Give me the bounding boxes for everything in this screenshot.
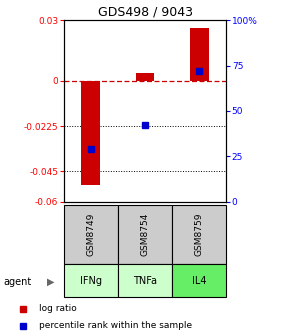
Text: GSM8759: GSM8759 bbox=[195, 213, 204, 256]
Bar bbox=[172, 264, 226, 297]
Text: IL4: IL4 bbox=[192, 276, 206, 286]
Text: ▶: ▶ bbox=[47, 277, 55, 287]
Bar bbox=[81, 81, 100, 185]
Text: percentile rank within the sample: percentile rank within the sample bbox=[39, 321, 192, 330]
Bar bbox=[190, 28, 209, 81]
Title: GDS498 / 9043: GDS498 / 9043 bbox=[97, 6, 193, 19]
Bar bbox=[118, 205, 172, 264]
Bar bbox=[135, 73, 155, 81]
Text: agent: agent bbox=[3, 277, 31, 287]
Bar bbox=[172, 205, 226, 264]
Text: TNFa: TNFa bbox=[133, 276, 157, 286]
Bar bbox=[64, 264, 118, 297]
Text: log ratio: log ratio bbox=[39, 304, 76, 313]
Text: IFNg: IFNg bbox=[80, 276, 102, 286]
Bar bbox=[118, 264, 172, 297]
Text: GSM8754: GSM8754 bbox=[140, 213, 150, 256]
Bar bbox=[64, 205, 118, 264]
Text: GSM8749: GSM8749 bbox=[86, 213, 95, 256]
